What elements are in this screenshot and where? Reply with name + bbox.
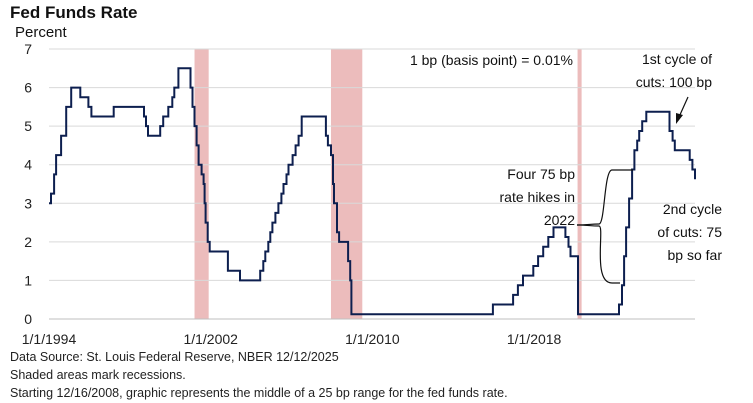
hikes-brace-lower	[576, 224, 620, 284]
recession-band-2	[330, 49, 363, 319]
series-line-1	[49, 67, 696, 316]
hikes-brace-upper	[576, 169, 633, 226]
chart-notes: Data Source: St. Louis Federal Reserve, …	[10, 348, 508, 402]
first-cycle-arrowhead	[676, 113, 683, 124]
y-tick-label: 3	[24, 195, 32, 211]
y-tick-label: 0	[24, 311, 32, 327]
y-tick-label: 7	[24, 41, 32, 57]
x-tick-label: 1/1/1994	[22, 331, 77, 347]
recession-band-3	[577, 49, 582, 319]
annotation-second-cycle: 2nd cycle of cuts: 75 bp so far	[657, 201, 722, 263]
annotation-basis-point: 1 bp (basis point) = 0.01%	[410, 52, 573, 68]
y-tick-label: 6	[24, 80, 32, 96]
recession-band-1	[194, 49, 209, 319]
x-tick-label: 1/1/2010	[345, 331, 400, 347]
x-tick-label: 1/1/2018	[507, 331, 562, 347]
chart-title: Fed Funds Rate	[10, 3, 138, 22]
y-tick-label: 1	[24, 272, 32, 288]
y-tick-label: 5	[24, 118, 32, 134]
y-tick-label: 4	[24, 157, 32, 173]
x-tick-label: 1/1/2002	[183, 331, 238, 347]
first-cycle-arrow-line	[678, 96, 689, 118]
annotation-first-cycle: 1st cycle of cuts: 100 bp	[636, 51, 712, 90]
range-note: Starting 12/16/2008, graphic represents …	[10, 386, 508, 400]
recession-note: Shaded areas mark recessions.	[10, 368, 186, 382]
y-tick-label: 2	[24, 234, 32, 250]
y-axis-label: Percent	[15, 24, 67, 41]
source-note: Data Source: St. Louis Federal Reserve, …	[10, 350, 339, 364]
annotation-rate-hikes: Four 75 bp rate hikes in 2022	[500, 166, 576, 228]
